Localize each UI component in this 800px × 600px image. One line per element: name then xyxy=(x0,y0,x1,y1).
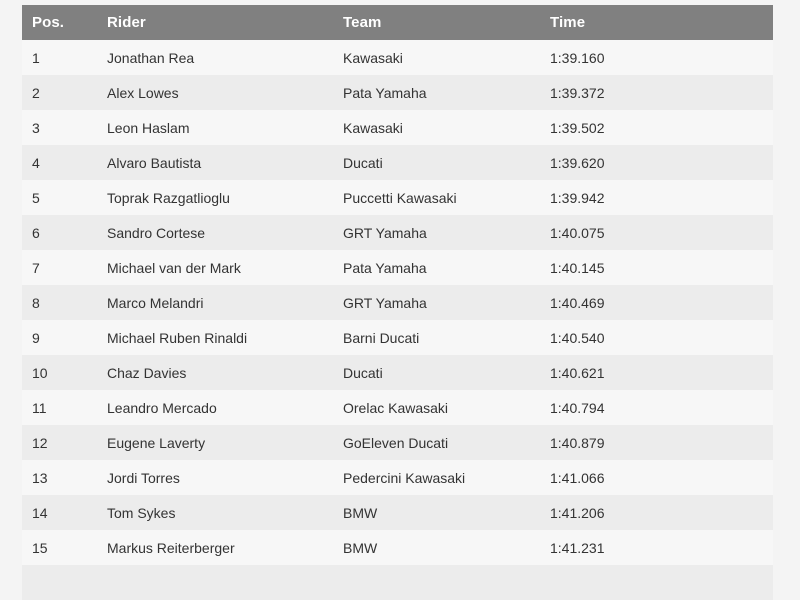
cell-pos xyxy=(22,565,97,600)
cell-team: GRT Yamaha xyxy=(333,215,540,250)
table-row[interactable]: 5 Toprak Razgatlioglu Puccetti Kawasaki 1:3… xyxy=(22,180,773,215)
cell-pos: 3 xyxy=(22,110,97,145)
cell-team: Ducati xyxy=(333,355,540,390)
cell-time: 1:41.066 xyxy=(540,460,773,495)
cell-time: 1:40.075 xyxy=(540,215,773,250)
cell-team xyxy=(333,565,540,600)
cell-pos: 4 xyxy=(22,145,97,180)
cell-time: 1:39.502 xyxy=(540,110,773,145)
table-header: Pos. Rider Team Time xyxy=(22,5,773,40)
table-row[interactable]: 6 Sandro Cortese GRT Yamaha 1:40.075 xyxy=(22,215,773,250)
table-row[interactable]: 13 Jordi Torres Pedercini Kawasaki 1:41.066 xyxy=(22,460,773,495)
cell-rider: Michael van der Mark xyxy=(97,250,333,285)
cell-team: Ducati xyxy=(333,145,540,180)
table-row[interactable]: 3 Leon Haslam Kawasaki 1:39.502 xyxy=(22,110,773,145)
cell-rider xyxy=(97,565,333,600)
cell-time: 1:39.372 xyxy=(540,75,773,110)
cell-pos: 5 xyxy=(22,180,97,215)
cell-pos: 8 xyxy=(22,285,97,320)
table-row[interactable]: 8 Marco Melandri GRT Yamaha 1:40.469 xyxy=(22,285,773,320)
cell-rider: Alex Lowes xyxy=(97,75,333,110)
column-header-time[interactable]: Time xyxy=(540,5,773,40)
cell-pos: 7 xyxy=(22,250,97,285)
table-row[interactable]: 7 Michael van der Mark Pata Yamaha 1:40.145 xyxy=(22,250,773,285)
cell-rider: Leandro Mercado xyxy=(97,390,333,425)
cell-pos: 14 xyxy=(22,495,97,530)
cell-time: 1:41.206 xyxy=(540,495,773,530)
table-row[interactable]: 2 Alex Lowes Pata Yamaha 1:39.372 xyxy=(22,75,773,110)
cell-pos: 6 xyxy=(22,215,97,250)
cell-team: GoEleven Ducati xyxy=(333,425,540,460)
table-body: 1 Jonathan Rea Kawasaki 1:39.160 2 Alex Lowes… xyxy=(22,40,773,600)
cell-pos: 13 xyxy=(22,460,97,495)
cell-team: Kawasaki xyxy=(333,110,540,145)
cell-time: 1:40.621 xyxy=(540,355,773,390)
cell-rider: Leon Haslam xyxy=(97,110,333,145)
cell-rider: Sandro Cortese xyxy=(97,215,333,250)
cell-rider: Michael Ruben Rinaldi xyxy=(97,320,333,355)
cell-team: Barni Ducati xyxy=(333,320,540,355)
cell-rider: Eugene Laverty xyxy=(97,425,333,460)
cell-time: 1:39.942 xyxy=(540,180,773,215)
cell-rider: Toprak Razgatlioglu xyxy=(97,180,333,215)
table-row[interactable]: 10 Chaz Davies Ducati 1:40.621 xyxy=(22,355,773,390)
column-header-team[interactable]: Team xyxy=(333,5,540,40)
cell-team: Pata Yamaha xyxy=(333,250,540,285)
cell-time: 1:40.879 xyxy=(540,425,773,460)
table-row[interactable] xyxy=(22,565,773,600)
results-table: Pos. Rider Team Time 1 Jonathan Rea Kawasa… xyxy=(22,5,773,600)
table-row[interactable]: 15 Markus Reiterberger BMW 1:41.231 xyxy=(22,530,773,565)
cell-time: 1:40.540 xyxy=(540,320,773,355)
cell-time: 1:40.794 xyxy=(540,390,773,425)
cell-rider: Jordi Torres xyxy=(97,460,333,495)
cell-time: 1:40.145 xyxy=(540,250,773,285)
table-row[interactable]: 9 Michael Ruben Rinaldi Barni Ducati 1:40.5… xyxy=(22,320,773,355)
cell-team: Orelac Kawasaki xyxy=(333,390,540,425)
cell-rider: Jonathan Rea xyxy=(97,40,333,75)
table-header-row: Pos. Rider Team Time xyxy=(22,5,773,40)
cell-time xyxy=(540,565,773,600)
cell-team: Pedercini Kawasaki xyxy=(333,460,540,495)
cell-pos: 12 xyxy=(22,425,97,460)
cell-rider: Marco Melandri xyxy=(97,285,333,320)
cell-time: 1:41.231 xyxy=(540,530,773,565)
cell-team: BMW xyxy=(333,495,540,530)
cell-pos: 1 xyxy=(22,40,97,75)
cell-pos: 15 xyxy=(22,530,97,565)
cell-team: Puccetti Kawasaki xyxy=(333,180,540,215)
cell-pos: 11 xyxy=(22,390,97,425)
cell-team: Kawasaki xyxy=(333,40,540,75)
table-row[interactable]: 12 Eugene Laverty GoEleven Ducati 1:40.879 xyxy=(22,425,773,460)
cell-pos: 2 xyxy=(22,75,97,110)
results-table-container: Pos. Rider Team Time 1 Jonathan Rea Kawasa… xyxy=(22,5,773,600)
table-row[interactable]: 1 Jonathan Rea Kawasaki 1:39.160 xyxy=(22,40,773,75)
cell-time: 1:40.469 xyxy=(540,285,773,320)
table-row[interactable]: 4 Alvaro Bautista Ducati 1:39.620 xyxy=(22,145,773,180)
cell-team: GRT Yamaha xyxy=(333,285,540,320)
cell-rider: Chaz Davies xyxy=(97,355,333,390)
cell-team: BMW xyxy=(333,530,540,565)
cell-rider: Markus Reiterberger xyxy=(97,530,333,565)
cell-pos: 9 xyxy=(22,320,97,355)
column-header-rider[interactable]: Rider xyxy=(97,5,333,40)
column-header-pos[interactable]: Pos. xyxy=(22,5,97,40)
cell-team: Pata Yamaha xyxy=(333,75,540,110)
table-row[interactable]: 14 Tom Sykes BMW 1:41.206 xyxy=(22,495,773,530)
cell-pos: 10 xyxy=(22,355,97,390)
cell-rider: Alvaro Bautista xyxy=(97,145,333,180)
cell-time: 1:39.160 xyxy=(540,40,773,75)
table-row[interactable]: 11 Leandro Mercado Orelac Kawasaki 1:40.794 xyxy=(22,390,773,425)
cell-time: 1:39.620 xyxy=(540,145,773,180)
cell-rider: Tom Sykes xyxy=(97,495,333,530)
